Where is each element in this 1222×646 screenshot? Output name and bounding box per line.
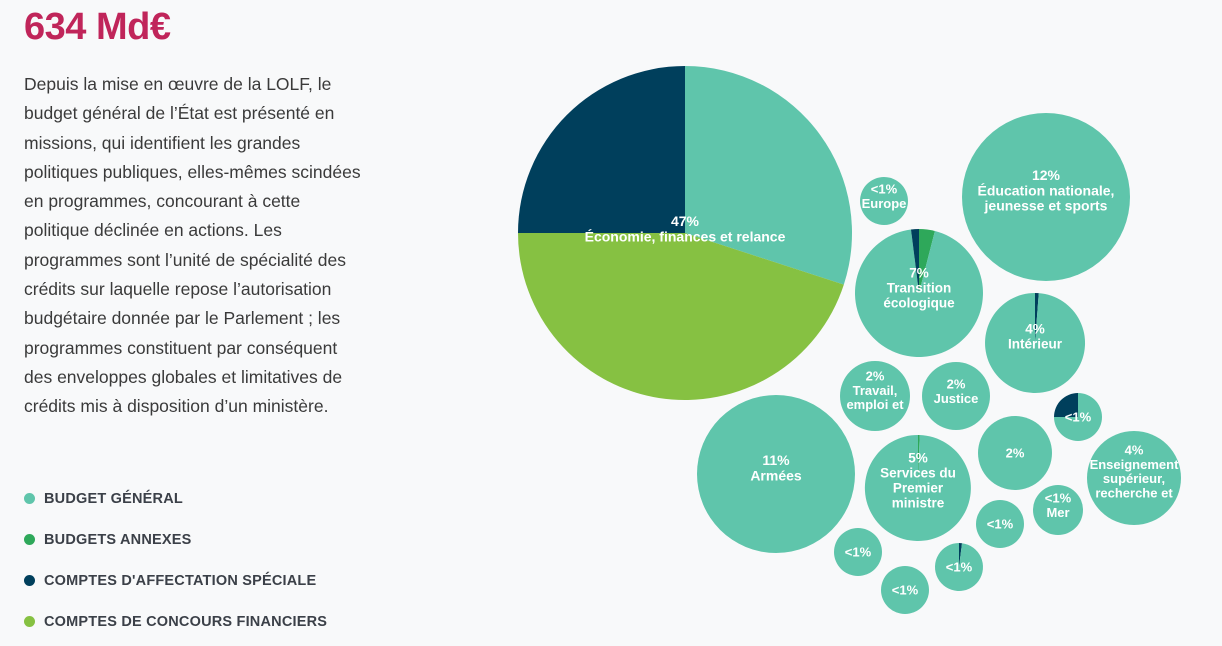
bubble-1[interactable]: 12%Éducation nationale,jeunesse et sport… [962,113,1130,281]
bubble-13[interactable]: <1% [976,500,1024,548]
bubble-name-label: Intérieur [1008,337,1063,352]
bubble-name-label: emploi et [846,397,904,412]
legend-dot-icon [24,616,35,627]
intro-text: Depuis la mise en œuvre de la LOLF, le b… [24,74,361,417]
bubble-percent-label: 47% [671,213,700,229]
bubble-percent-label: 12% [1032,167,1061,183]
bubble-slice [934,543,983,591]
bubble-name-label: écologique [883,295,955,310]
bubble-name-label: recherche et [1095,485,1173,500]
bubble-slice [518,233,844,401]
bubble-0[interactable]: 47%Économie, finances et relance [518,66,853,401]
bubble-name-label: jeunesse et sports [984,198,1108,214]
bubble-5[interactable]: 4%Intérieur [985,292,1086,393]
legend-label: COMPTES DE CONCOURS FINANCIERS [44,613,328,630]
legend-label: BUDGET GÉNÉRAL [44,490,183,507]
bubble-name-label: Armées [750,467,802,483]
bubble-name-label: Éducation nationale, [978,182,1115,198]
bubble-10[interactable]: <1%Europe [860,177,908,225]
bubble-percent-label: 2% [866,369,885,384]
bubble-slice [922,362,990,430]
bubble-name-label: Travail, [853,383,898,398]
legend-dot-icon [24,575,35,586]
bubble-name-label: Services du [880,466,956,481]
legend-dot-icon [24,534,35,545]
bubble-slice [962,113,1130,281]
bubble-percent-label: 5% [908,451,928,466]
legend-item-budgets-annexes[interactable]: BUDGETS ANNEXES [24,519,327,560]
legend-label: COMPTES D'AFFECTATION SPÉCIALE [44,572,317,589]
bubble-slice [1087,431,1181,525]
bubble-percent-label: 4% [1025,322,1045,337]
bubble-slice [919,229,935,293]
bubble-slice [854,229,983,357]
bubble-percent-label: <1% [987,517,1014,532]
legend-dot-icon [24,493,35,504]
bubble-name-label: Europe [862,196,907,211]
bubble-16[interactable]: <1% [881,566,929,614]
bubble-slice [518,66,685,233]
bubble-slice [1054,393,1078,417]
bubble-slice [978,416,1052,490]
total-amount: 634 Md€ [24,6,171,48]
bubble-2[interactable]: 11%Armées [697,395,855,553]
bubble-percent-label: 2% [1006,446,1025,461]
bubble-name-label: Mer [1046,505,1069,520]
legend-label: BUDGETS ANNEXES [44,531,192,548]
bubble-percent-label: 4% [1125,443,1144,458]
bubble-slice [864,434,971,541]
bubble-slice [976,500,1024,548]
bubble-name-label: supérieur, [1103,471,1165,486]
bubble-slice [840,361,910,431]
bubble-percent-label: 7% [909,266,929,281]
bubble-slice [918,435,920,488]
bubble-slice [1035,292,1039,343]
legend-item-comptes-concours-financiers[interactable]: COMPTES DE CONCOURS FINANCIERS [24,601,327,642]
bubble-slice [834,528,882,576]
bubble-11[interactable]: <1% [1054,393,1102,441]
bubble-percent-label: <1% [892,583,919,598]
bubble-percent-label: <1% [946,560,973,575]
bubble-percent-label: 2% [947,377,966,392]
legend: BUDGET GÉNÉRAL BUDGETS ANNEXES COMPTES D… [24,478,327,642]
bubble-slice [860,177,908,225]
bubble-percent-label: <1% [1045,491,1072,506]
bubble-percent-label: <1% [1065,410,1092,425]
bubble-slice [985,293,1086,393]
legend-item-budget-general[interactable]: BUDGET GÉNÉRAL [24,478,327,519]
bubble-12[interactable]: <1%Mer [1033,485,1083,535]
bubble-name-label: Économie, finances et relance [585,228,786,244]
bubble-15[interactable]: <1% [934,543,983,591]
bubble-slice [1033,485,1083,535]
bubble-slice [910,228,919,293]
bubble-name-label: Transition [887,281,952,296]
bubble-8[interactable]: 2%Justice [922,362,990,430]
bubble-slice [685,66,853,285]
bubble-name-label: Enseignement [1090,457,1180,472]
bubble-name-label: Justice [934,391,979,406]
legend-item-comptes-affectation-speciale[interactable]: COMPTES D'AFFECTATION SPÉCIALE [24,560,327,601]
bubble-slice [959,543,963,567]
bubble-name-label: ministre [892,495,945,510]
bubble-9[interactable]: 2% [978,416,1052,490]
bubble-7[interactable]: 2%Travail,emploi et [840,361,910,431]
bubble-slice [697,395,855,553]
bubble-percent-label: <1% [871,182,898,197]
bubble-14[interactable]: <1% [834,528,882,576]
bubble-percent-label: <1% [845,545,872,560]
bubble-percent-label: 11% [762,452,790,468]
bubble-name-label: Premier [893,480,944,495]
bubble-slice [881,566,929,614]
